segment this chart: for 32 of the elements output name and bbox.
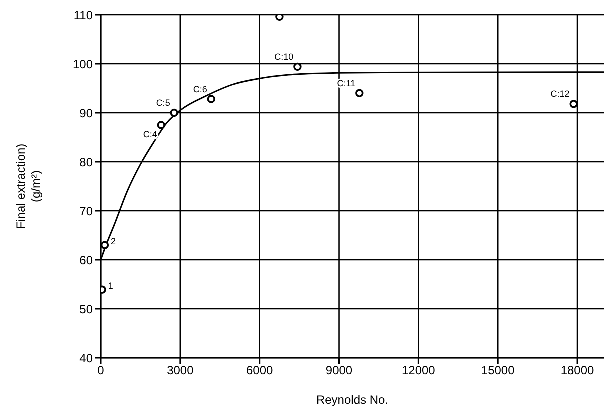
- point: [170, 108, 178, 118]
- y-tick-label: 90: [80, 106, 94, 120]
- x-tick-label: 15000: [481, 364, 516, 378]
- y-tick-label: 40: [80, 351, 94, 366]
- y-tick-label: 100: [72, 57, 94, 72]
- y-tick-label: 80: [80, 155, 94, 170]
- annotation: C:5: [156, 98, 170, 108]
- annotation: 2: [110, 236, 116, 246]
- point: [157, 121, 166, 130]
- x-tick-label: 3000: [167, 364, 194, 378]
- x-axis-title: Reynolds No.: [316, 393, 389, 407]
- y-tick-label: 60: [80, 253, 94, 268]
- y-tick-label: 70: [80, 204, 94, 218]
- y-axis-title: Final extraction) (g/m²): [14, 144, 43, 230]
- x-tick-label: 0: [98, 364, 105, 378]
- x-tick-label: 18000: [560, 364, 595, 378]
- point: [101, 241, 110, 250]
- x-tick-label: 12000: [402, 364, 436, 378]
- point: [570, 100, 578, 108]
- point: [356, 89, 364, 98]
- annotation: C:10: [274, 52, 294, 62]
- annotation: 1: [108, 280, 114, 291]
- annotation: C:12: [550, 89, 570, 100]
- annotation: C:4: [143, 129, 158, 140]
- x-tick-label: 6000: [246, 364, 274, 378]
- y-tick-label: 110: [74, 8, 94, 22]
- x-tick-label: 9000: [326, 364, 353, 378]
- annotation: C:6: [193, 84, 208, 94]
- point: [207, 95, 216, 104]
- point: [276, 15, 284, 22]
- point: [294, 62, 302, 72]
- y-tick-label: 50: [80, 302, 94, 316]
